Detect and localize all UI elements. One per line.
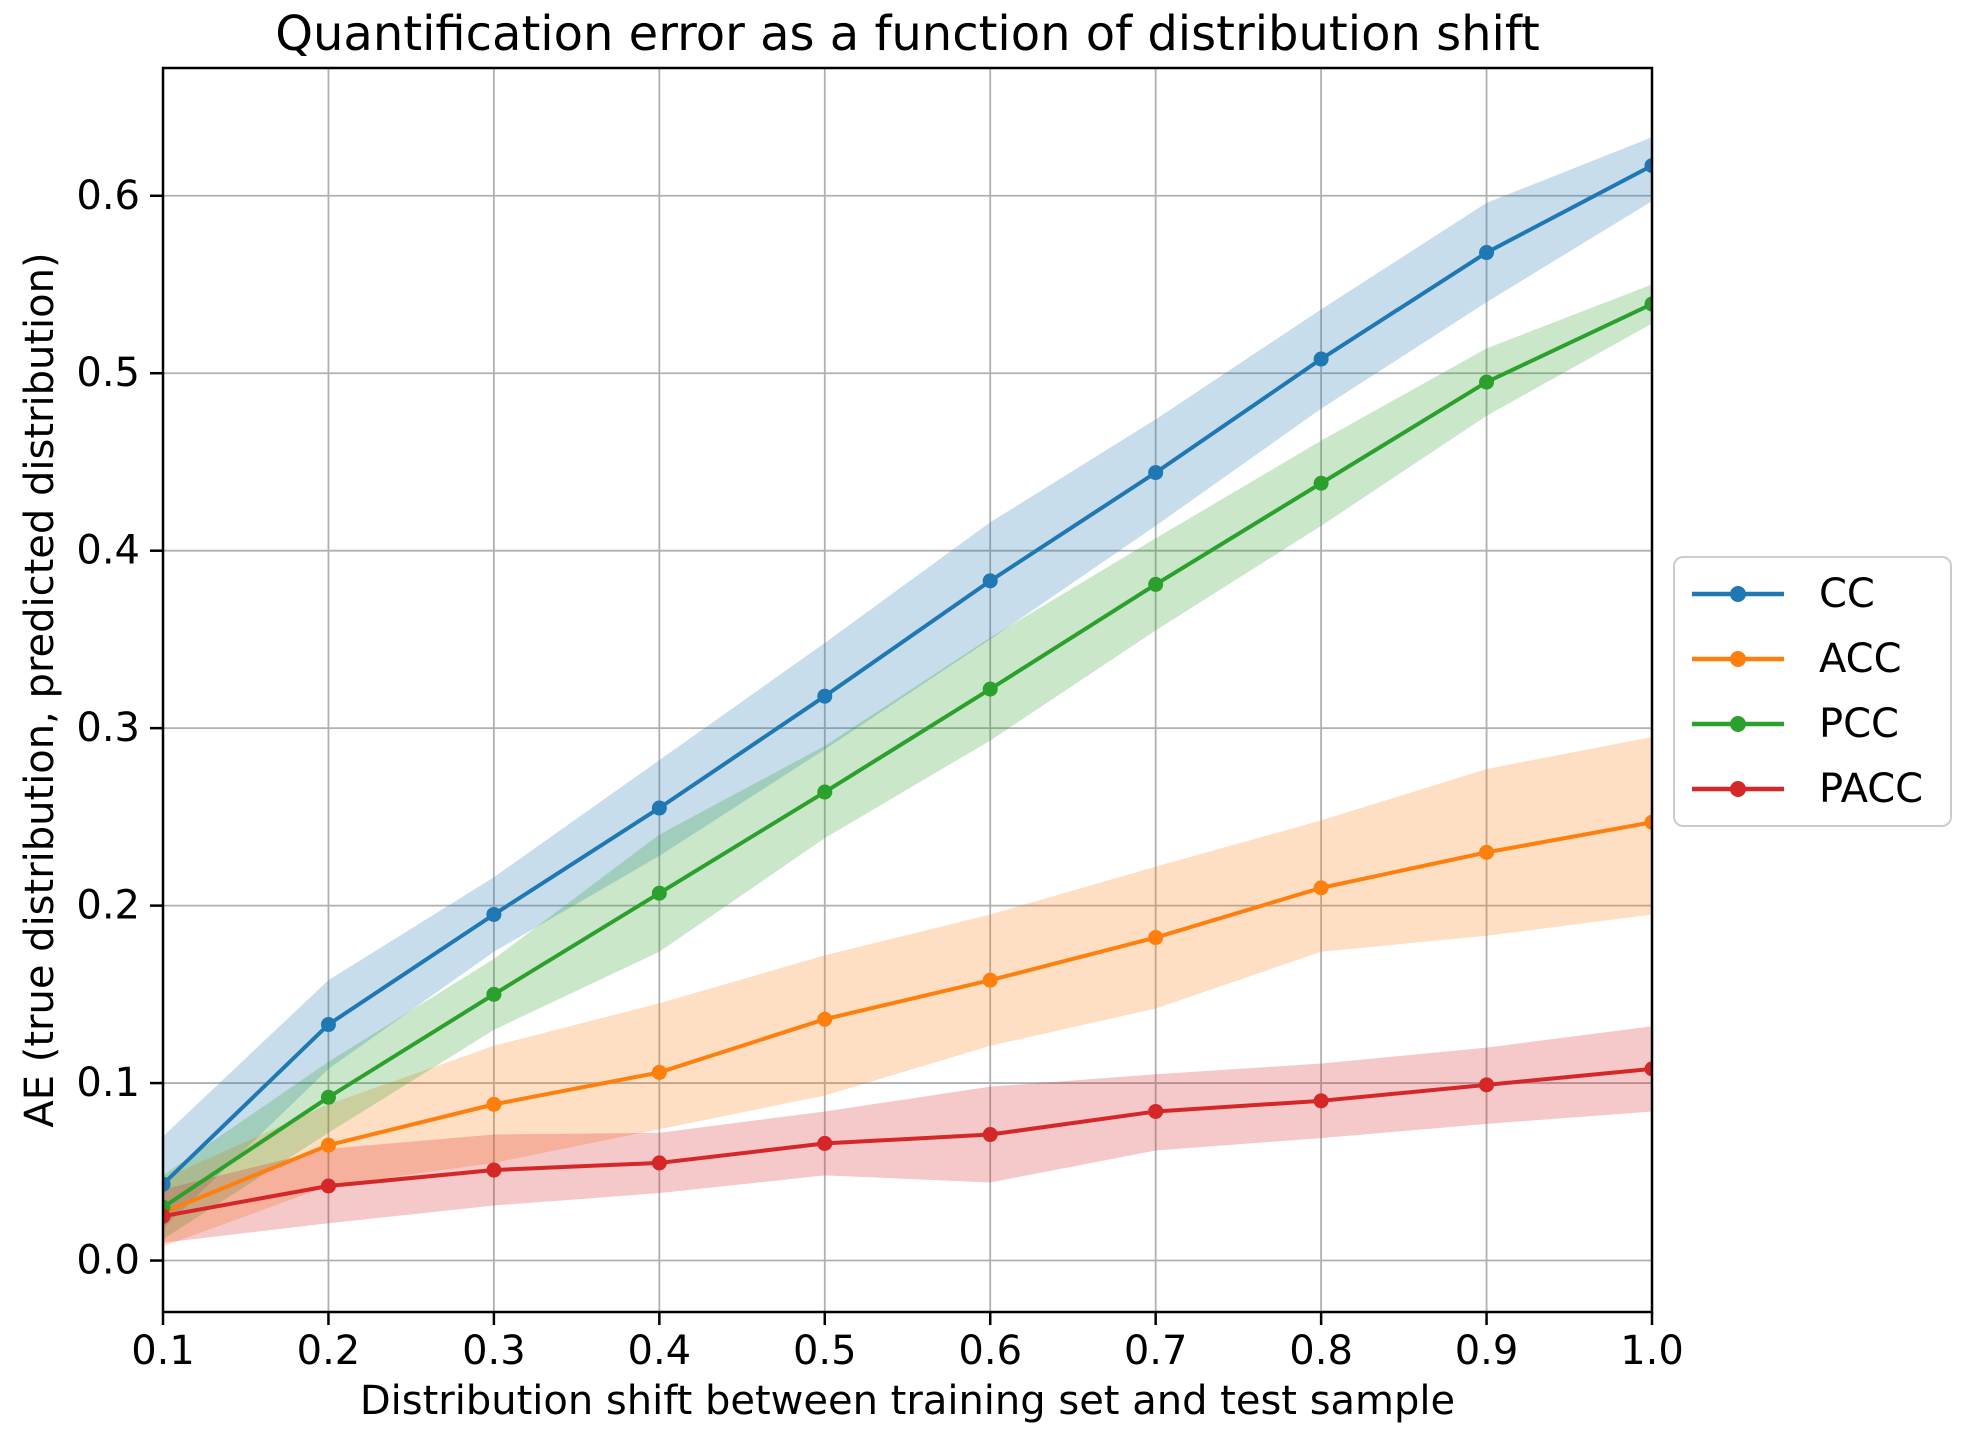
- legend-item-acc: ACC: [1675, 628, 1950, 690]
- x-tick-label: 0.6: [958, 1328, 1022, 1374]
- data-point-acc: [1479, 844, 1495, 860]
- data-point-acc: [817, 1011, 833, 1027]
- data-point-pcc: [817, 784, 833, 800]
- data-point-pacc: [163, 1208, 171, 1224]
- legend-item-pcc: PCC: [1675, 693, 1950, 755]
- x-tick-label: 0.7: [1124, 1328, 1188, 1374]
- series-acc: [163, 814, 1652, 1221]
- data-point-cc: [982, 573, 998, 589]
- x-tick-label: 0.8: [1289, 1328, 1353, 1374]
- series-pcc: [163, 296, 1652, 1215]
- y-tick-label: 0.5: [76, 350, 140, 396]
- y-tick-label: 0.4: [76, 528, 140, 574]
- x-axis-label: Distribution shift between training set …: [359, 1378, 1456, 1424]
- legend-line-sample-icon: [1692, 716, 1784, 732]
- legend-label: PACC: [1819, 766, 1924, 812]
- band-pacc: [163, 1026, 1652, 1243]
- data-point-pcc: [486, 986, 502, 1002]
- legend-line-sample-icon: [1692, 651, 1784, 667]
- x-tick-label: 0.4: [628, 1328, 692, 1374]
- data-point-pacc: [1479, 1077, 1495, 1093]
- data-point-acc: [1313, 880, 1329, 896]
- legend-label: ACC: [1819, 636, 1902, 682]
- data-point-pacc: [817, 1135, 833, 1151]
- x-axis-ticks: 0.1 0.2 0.3 0.4 0.5 0.6 0.7 0.8 0.9 1.0: [131, 1312, 1684, 1374]
- x-tick-label: 1.0: [1620, 1328, 1684, 1374]
- data-point-pcc: [320, 1089, 336, 1105]
- legend-item-cc: CC: [1675, 563, 1950, 625]
- data-point-cc: [1644, 158, 1652, 174]
- confidence-bands: [163, 137, 1652, 1247]
- y-axis-label: AE (true distribution, predicted distrib…: [17, 252, 63, 1128]
- data-point-cc: [1148, 465, 1164, 481]
- legend-item-pacc: PACC: [1675, 758, 1950, 820]
- legend-label: PCC: [1819, 701, 1899, 747]
- data-point-acc: [1644, 814, 1652, 830]
- data-point-acc: [1148, 930, 1164, 946]
- data-point-cc: [486, 906, 502, 922]
- plot-frame: [161, 66, 1654, 1314]
- data-point-cc: [817, 688, 833, 704]
- data-point-pacc: [320, 1178, 336, 1194]
- x-tick-label: 0.9: [1455, 1328, 1519, 1374]
- data-point-pcc: [651, 885, 667, 901]
- data-point-acc: [982, 972, 998, 988]
- data-point-pacc: [486, 1162, 502, 1178]
- data-point-pcc: [1148, 576, 1164, 592]
- band-cc: [163, 137, 1652, 1229]
- y-tick-label: 0.0: [76, 1238, 140, 1284]
- data-point-acc: [651, 1064, 667, 1080]
- data-point-acc: [320, 1137, 336, 1153]
- x-tick-label: 0.2: [297, 1328, 361, 1374]
- data-point-cc: [320, 1017, 336, 1033]
- data-point-pacc: [1313, 1093, 1329, 1109]
- y-tick-label: 0.3: [76, 705, 140, 751]
- data-point-cc: [1313, 351, 1329, 367]
- data-point-cc: [163, 1176, 171, 1192]
- series-pacc: [163, 1061, 1652, 1224]
- data-point-pacc: [651, 1155, 667, 1171]
- data-point-pcc: [1644, 296, 1652, 312]
- band-pcc: [163, 284, 1652, 1240]
- data-point-acc: [486, 1096, 502, 1112]
- series-cc: [163, 158, 1652, 1192]
- band-acc: [163, 737, 1652, 1247]
- data-point-pcc: [1479, 374, 1495, 390]
- y-tick-label: 0.6: [76, 173, 140, 219]
- y-tick-label: 0.1: [76, 1060, 140, 1106]
- legend-line-sample-icon: [1692, 781, 1784, 797]
- y-axis-ticks: 0.0 0.1 0.2 0.3 0.4 0.5 0.6: [76, 173, 163, 1284]
- data-point-pacc: [1644, 1061, 1652, 1077]
- legend-line-sample-icon: [1692, 586, 1784, 602]
- series-lines: [163, 158, 1652, 1224]
- x-tick-label: 0.1: [131, 1328, 195, 1374]
- data-point-cc: [1479, 245, 1495, 261]
- y-tick-label: 0.2: [76, 883, 140, 929]
- legend: CC ACC PCC PACC: [1673, 556, 1952, 827]
- data-point-pacc: [982, 1127, 998, 1143]
- x-tick-label: 0.3: [462, 1328, 526, 1374]
- data-point-cc: [651, 800, 667, 816]
- chart-title: Quantification error as a function of di…: [275, 6, 1540, 62]
- axes-background: [163, 68, 1652, 1312]
- data-point-pcc: [982, 681, 998, 697]
- legend-label: CC: [1819, 571, 1875, 617]
- data-point-pcc: [1313, 475, 1329, 491]
- data-point-pacc: [1148, 1103, 1164, 1119]
- x-tick-label: 0.5: [793, 1328, 857, 1374]
